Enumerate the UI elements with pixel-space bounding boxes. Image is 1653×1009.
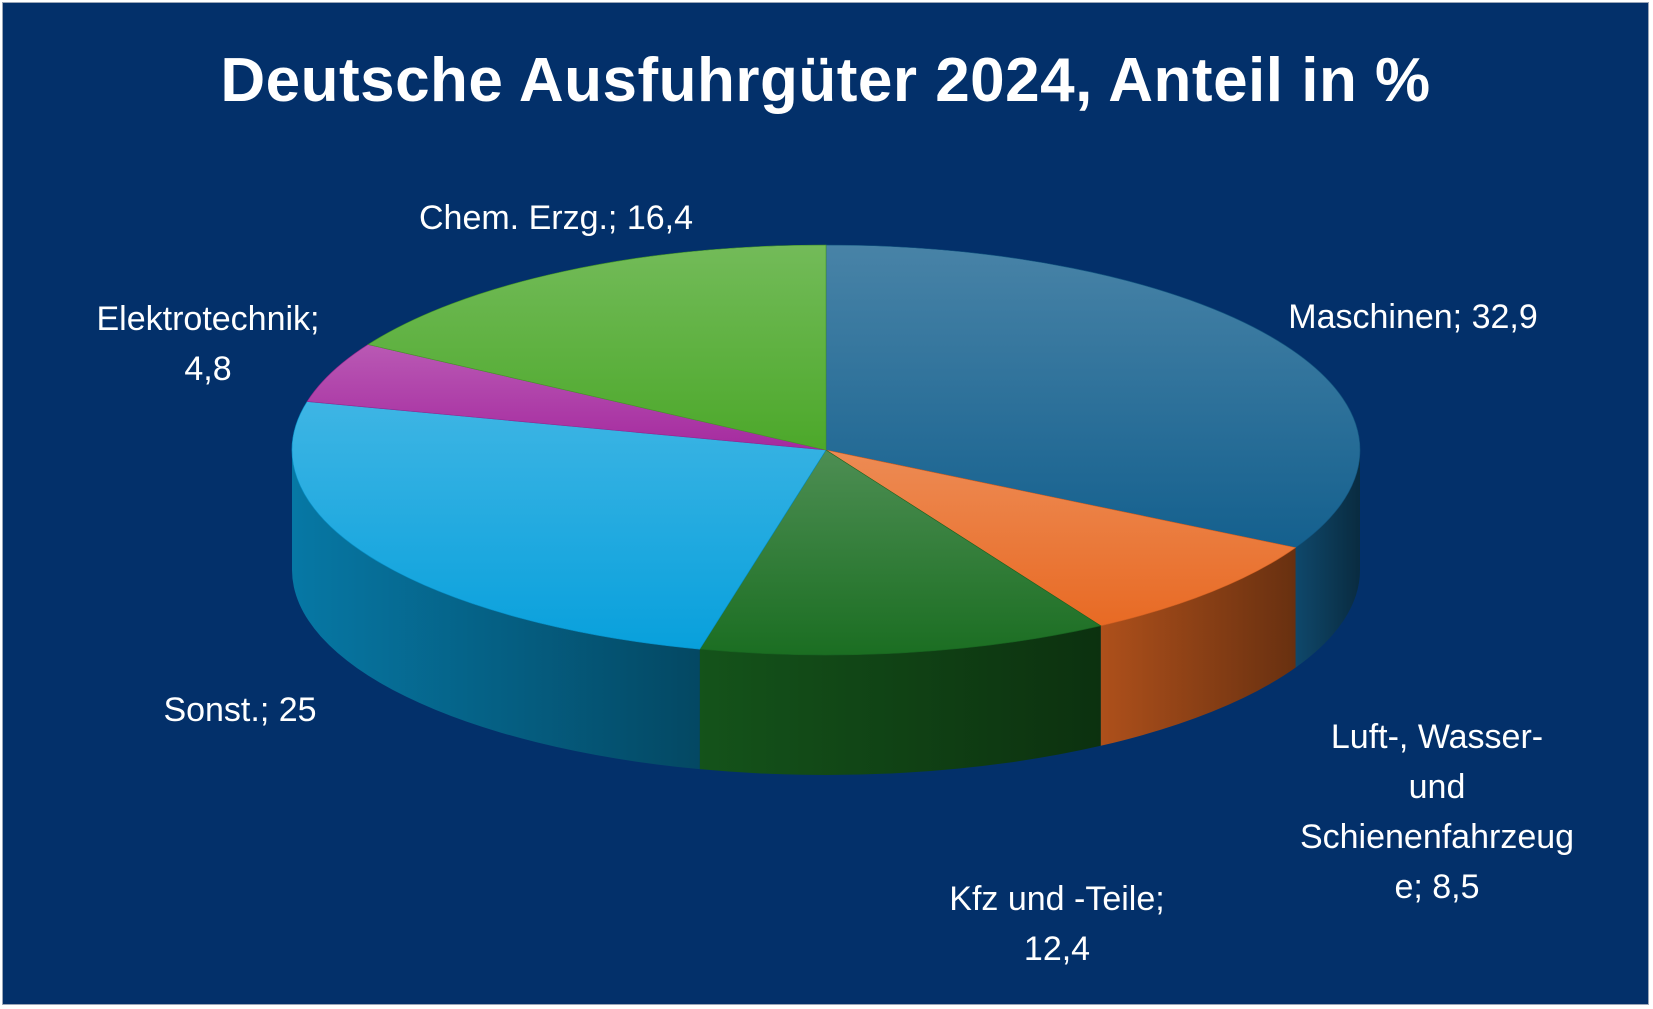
data-label-maschinen: Maschinen; 32,9	[1288, 298, 1538, 336]
pie-slice-maschinen	[825, 244, 1361, 548]
pie-slice-luft-wasser-und-schienenfahrzeuge	[825, 449, 1297, 627]
pie-slice-chem-erzg	[367, 244, 827, 451]
data-label-chem-erzg: Chem. Erzg.; 16,4	[419, 199, 693, 237]
chart-title: Deutsche Ausfuhrgüter 2024, Anteil in %	[220, 46, 1431, 115]
pie-slice-kfz-und-teile	[699, 449, 1102, 656]
pie-side-2	[699, 625, 1101, 775]
data-label-luft-wasser-und-schienenfahrzeuge: Luft-, Wasser-und Schienenfahrzeug e; 8,5	[1300, 718, 1574, 906]
pie-side-0	[1295, 450, 1360, 668]
pie-side-1	[1100, 547, 1296, 746]
pie-chart: Maschinen; 32,9 Luft-, Wasser-und Schienen…	[97, 199, 1575, 968]
pie-slice-sonst	[291, 401, 827, 650]
data-label-elektrotechnik: Elektrotechnik; 4,8	[97, 300, 320, 388]
pie-side-3	[292, 450, 700, 770]
data-label-sonst: Sonst.; 25	[163, 691, 316, 729]
pie-slice-elektrotechnik	[306, 344, 827, 451]
data-label-kfz-und-teile: Kfz und -Teile; 12,4	[949, 880, 1164, 968]
